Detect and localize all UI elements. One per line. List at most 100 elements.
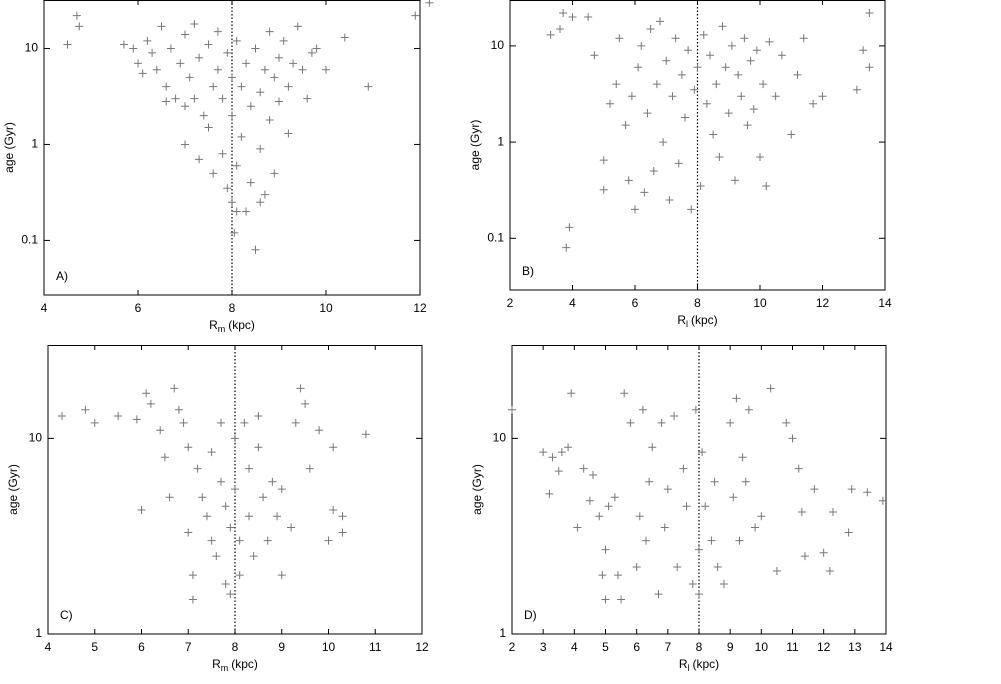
data-point <box>621 121 630 130</box>
data-point <box>673 563 682 572</box>
panel: 4 5 6 7 8 9 10 11 12 1 10 age (Gyr) Rm (kpc) C) <box>6 345 429 673</box>
data-point <box>312 44 321 53</box>
data-point <box>709 130 718 139</box>
data-point <box>657 418 666 427</box>
data-point <box>819 548 828 557</box>
x-tick-label: 14 <box>878 296 892 310</box>
data-point <box>740 34 749 43</box>
data-point <box>631 205 639 214</box>
data-point <box>589 470 598 479</box>
data-point <box>202 512 211 521</box>
data-point <box>329 443 338 452</box>
data-point <box>209 82 218 91</box>
x-tick-label: 14 <box>879 640 893 654</box>
data-point <box>204 40 213 49</box>
data-point <box>174 405 183 414</box>
x-axis-label-unit: (kpc) <box>231 657 258 671</box>
data-point <box>829 508 838 517</box>
x-tick-label: 5 <box>91 640 98 654</box>
data-point <box>713 563 722 572</box>
data-point <box>681 113 689 122</box>
data-point <box>242 207 251 216</box>
data-point <box>695 590 703 599</box>
data-point <box>719 580 728 589</box>
data-point <box>237 82 246 91</box>
data-point <box>212 552 221 561</box>
y-tick-label: 0.1 <box>21 233 38 247</box>
data-point <box>548 453 557 462</box>
data-point <box>649 167 658 176</box>
data-point <box>698 448 707 457</box>
data-point <box>626 418 635 427</box>
x-axis-label: Rm (kpc) <box>212 657 258 673</box>
data-point <box>275 97 283 106</box>
data-point <box>188 571 197 580</box>
data-point <box>228 198 236 207</box>
data-point <box>226 590 235 599</box>
data-point <box>291 418 300 427</box>
data-point <box>170 384 179 393</box>
x-axis-label-sub: l <box>688 663 690 673</box>
data-point <box>198 493 207 502</box>
data-point <box>737 92 746 101</box>
data-point <box>63 40 72 49</box>
data-point <box>663 485 672 494</box>
data-point <box>674 159 683 168</box>
x-tick-label: 6 <box>135 301 142 315</box>
data-point <box>863 488 872 497</box>
data-point <box>787 130 796 139</box>
x-tick-label: 4 <box>569 296 576 310</box>
data-point <box>207 448 216 457</box>
data-point <box>865 63 874 72</box>
data-point <box>643 109 652 118</box>
data-point <box>119 40 128 49</box>
data-point <box>242 59 251 68</box>
data-point <box>809 99 818 108</box>
data-point <box>665 196 674 205</box>
data-point <box>301 399 310 408</box>
data-point <box>277 485 286 494</box>
data-point <box>788 434 797 443</box>
data-point <box>190 19 199 28</box>
data-point <box>579 464 588 473</box>
x-tick-label: 7 <box>185 640 192 654</box>
data-point <box>231 434 239 443</box>
data-point <box>232 161 241 170</box>
data-point <box>129 44 138 53</box>
data-point <box>293 22 302 31</box>
data-point <box>230 228 239 237</box>
data-point <box>260 190 269 199</box>
y-tick-label: 1 <box>31 137 38 151</box>
data-point <box>254 412 263 421</box>
x-axis-label-sub: m <box>221 663 229 673</box>
x-axis-label-unit: (kpc) <box>691 313 718 327</box>
x-tick-label: 2 <box>507 296 514 310</box>
data-point <box>668 92 677 101</box>
data-point <box>425 0 434 7</box>
data-point <box>232 207 241 216</box>
data-point <box>324 536 333 545</box>
x-tick-label: 11 <box>786 640 799 654</box>
y-axis-label: age (Gyr) <box>470 464 484 515</box>
data-point <box>240 418 249 427</box>
data-point <box>81 405 90 414</box>
data-point <box>307 48 316 57</box>
data-point <box>687 205 696 214</box>
data-point <box>732 394 741 403</box>
data-point <box>652 80 661 89</box>
data-point <box>284 82 293 91</box>
data-point <box>557 448 566 457</box>
data-point <box>340 33 349 42</box>
data-point <box>539 448 548 457</box>
data-point <box>228 111 236 120</box>
x-axis-label-unit: (kpc) <box>228 318 255 332</box>
data-point <box>585 496 594 505</box>
data-point <box>188 595 197 604</box>
y-axis-label: age (Gyr) <box>468 120 482 171</box>
data-point <box>797 508 806 517</box>
data-point <box>771 92 780 101</box>
data-point <box>617 595 626 604</box>
data-point <box>744 405 753 414</box>
data-point <box>612 80 621 89</box>
data-point <box>411 11 420 20</box>
